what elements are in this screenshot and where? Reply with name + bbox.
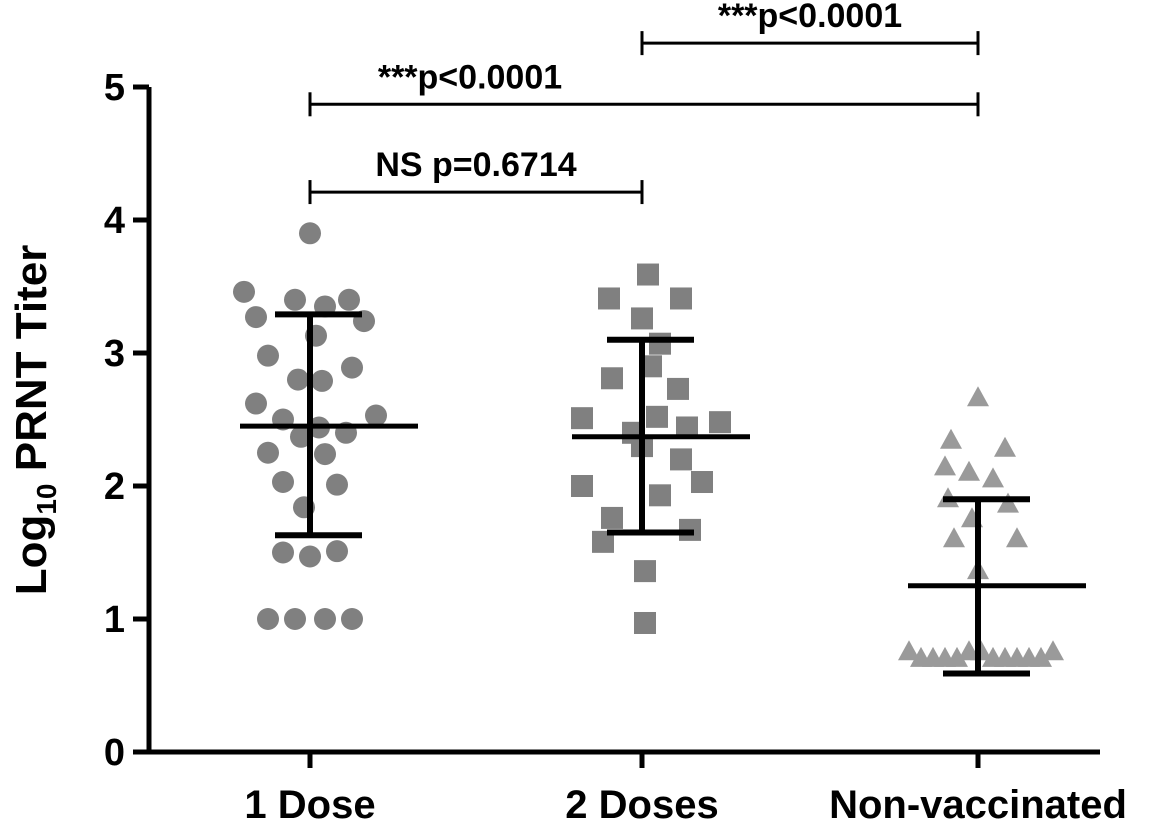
y-tick-label: 0: [104, 732, 125, 774]
point-circle: [290, 425, 312, 448]
point-square: [598, 287, 620, 310]
point-square: [631, 307, 653, 330]
x-axis: 1 Dose 2 Doses Non-vaccinated: [147, 749, 1127, 827]
point-square: [670, 287, 692, 310]
point-triangle: [982, 467, 1004, 488]
point-square: [640, 355, 662, 378]
data-points: [233, 222, 1064, 667]
point-triangle: [967, 386, 989, 407]
significance-label: NS p=0.6714: [375, 146, 576, 184]
point-square: [601, 367, 623, 390]
y-axis-label-prefix: Log: [7, 515, 56, 596]
point-triangle: [1042, 640, 1064, 661]
x-category-label: Non-vaccinated: [829, 783, 1127, 827]
point-circle: [326, 540, 348, 563]
y-axis-title: Log10 PRNT Titer: [7, 245, 62, 596]
y-tick-label: 3: [104, 333, 125, 375]
point-square: [634, 560, 656, 583]
point-square: [592, 530, 614, 553]
y-axis: 0 1 2 3 4 5: [104, 67, 152, 774]
y-axis-label-suffix: PRNT Titer: [7, 245, 56, 484]
point-square: [649, 332, 671, 355]
significance-brackets: NS p=0.6714 ***p<0.0001 ***p<0.0001: [308, 0, 980, 205]
point-triangle: [898, 640, 920, 661]
point-circle: [233, 280, 255, 303]
point-square: [676, 416, 698, 439]
point-square: [646, 405, 668, 428]
point-circle: [299, 222, 321, 245]
point-circle: [284, 608, 306, 630]
y-axis-label: Log10 PRNT Titer: [7, 245, 62, 596]
significance-label: ***p<0.0001: [718, 0, 902, 35]
y-tick-label: 4: [104, 200, 125, 242]
point-circle: [299, 545, 321, 568]
point-circle: [272, 471, 294, 494]
point-square: [667, 377, 689, 400]
point-circle: [287, 368, 309, 391]
point-circle: [257, 344, 279, 367]
point-triangle: [943, 527, 965, 548]
point-square: [634, 611, 656, 634]
point-circle: [314, 443, 336, 466]
point-triangle: [1006, 527, 1028, 548]
y-tick-label: 2: [104, 466, 125, 508]
significance-label: ***p<0.0001: [378, 58, 562, 96]
point-square: [649, 484, 671, 507]
point-square: [709, 411, 731, 434]
point-circle: [314, 608, 336, 630]
point-circle: [338, 288, 360, 311]
point-triangle: [946, 646, 968, 667]
point-circle: [257, 608, 279, 630]
point-circle: [245, 306, 267, 329]
point-circle: [257, 441, 279, 464]
mean-sd-bars: [240, 311, 1086, 677]
point-circle: [272, 541, 294, 564]
point-triangle: [934, 455, 956, 476]
x-category-label: 2 Doses: [565, 783, 718, 827]
point-circle: [245, 392, 267, 415]
y-axis-label-subscript: 10: [31, 483, 62, 514]
point-triangle: [940, 428, 962, 449]
point-triangle: [1030, 646, 1052, 667]
x-category-label: 1 Dose: [244, 783, 375, 827]
point-circle: [326, 473, 348, 496]
point-square: [571, 407, 593, 430]
point-triangle: [958, 460, 980, 481]
point-circle: [341, 608, 363, 630]
point-square: [601, 506, 623, 529]
point-square: [670, 448, 692, 471]
point-square: [637, 263, 659, 286]
point-square: [691, 471, 713, 494]
point-square: [571, 475, 593, 497]
point-circle: [284, 288, 306, 311]
y-tick-label: 1: [104, 599, 125, 641]
point-circle: [341, 356, 363, 379]
point-triangle: [994, 436, 1016, 457]
point-circle: [365, 404, 387, 427]
y-tick-label: 5: [104, 67, 125, 109]
point-circle: [311, 369, 333, 392]
point-triangle: [997, 492, 1019, 513]
